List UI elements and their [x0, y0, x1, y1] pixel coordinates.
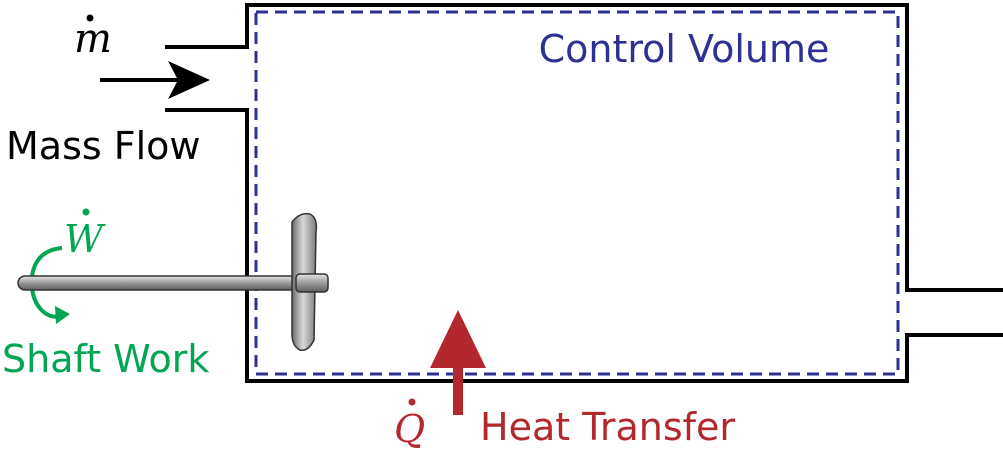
container-outline [165, 3, 1003, 292]
container-outline-lower [165, 108, 1003, 383]
control-volume-label: Control Volume [539, 27, 830, 71]
mass-flow-label: Mass Flow [6, 124, 201, 168]
heat-transfer-arrow-head [430, 310, 486, 368]
mass-flow-arrow-head [168, 61, 210, 99]
rotation-arrow-head [55, 306, 70, 324]
heat-transfer-label: Heat Transfer [480, 405, 735, 449]
heat-transfer-symbol: Q [394, 407, 425, 451]
shaft-work-symbol: W [64, 217, 106, 261]
control-volume-boundary [254, 10, 900, 376]
shaft-work-dot [82, 208, 90, 216]
shaft-work-label: Shaft Work [2, 337, 209, 381]
paddle-hub [295, 273, 329, 293]
mass-flow-dot [86, 14, 94, 22]
mass-flow-symbol: m [74, 16, 112, 62]
shaft-rod [17, 275, 329, 291]
heat-transfer-dot [408, 398, 416, 406]
